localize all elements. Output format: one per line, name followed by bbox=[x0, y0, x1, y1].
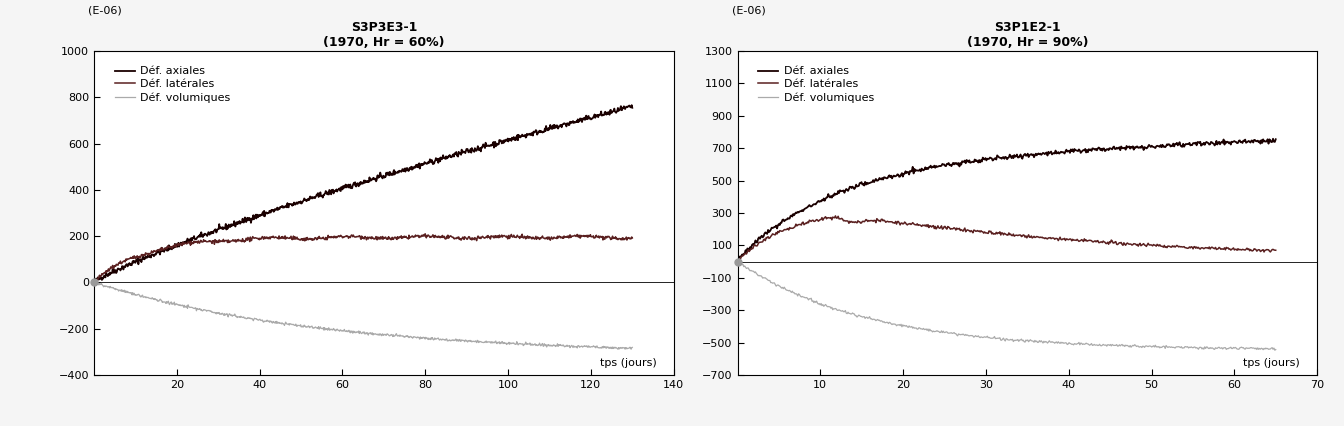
Déf. axiales bbox=[226, 219, 242, 224]
Déf. volumiques bbox=[226, 313, 242, 318]
Déf. latérales bbox=[1267, 248, 1284, 253]
Déf. latérales bbox=[492, 234, 508, 239]
Déf. latérales bbox=[145, 250, 161, 255]
Déf. latérales bbox=[974, 229, 991, 234]
Déf. volumiques bbox=[868, 318, 884, 323]
Text: (E-06): (E-06) bbox=[731, 6, 766, 16]
Déf. axiales bbox=[86, 280, 102, 285]
Déf. volumiques bbox=[1267, 348, 1284, 353]
Déf. volumiques bbox=[145, 296, 161, 301]
Déf. axiales bbox=[973, 158, 989, 163]
Déf. latérales bbox=[1047, 236, 1063, 241]
Déf. axiales bbox=[145, 252, 161, 257]
Déf. axiales bbox=[316, 193, 332, 198]
Déf. volumiques bbox=[1267, 347, 1284, 352]
Déf. axiales bbox=[1089, 148, 1105, 153]
Déf. axiales bbox=[469, 147, 485, 152]
Déf. latérales bbox=[316, 236, 332, 242]
Déf. axiales bbox=[1134, 144, 1150, 150]
Déf. volumiques bbox=[1134, 344, 1150, 349]
Déf. latérales bbox=[226, 239, 242, 244]
Line: Déf. axiales: Déf. axiales bbox=[94, 105, 632, 282]
Title: S3P1E2-1
(1970, Hr = 90%): S3P1E2-1 (1970, Hr = 90%) bbox=[966, 20, 1089, 49]
Déf. volumiques bbox=[610, 347, 626, 352]
Déf. axiales bbox=[1047, 151, 1063, 156]
Text: tps (jours): tps (jours) bbox=[1243, 358, 1300, 368]
Déf. axiales bbox=[730, 259, 746, 264]
Déf. latérales bbox=[730, 259, 746, 264]
Text: (E-06): (E-06) bbox=[89, 6, 122, 16]
Legend: Déf. axiales, Déf. latérales, Déf. volumiques: Déf. axiales, Déf. latérales, Déf. volum… bbox=[755, 63, 878, 106]
Déf. axiales bbox=[492, 138, 508, 143]
Déf. volumiques bbox=[492, 339, 508, 344]
Déf. axiales bbox=[624, 103, 640, 108]
Déf. volumiques bbox=[1089, 343, 1105, 348]
Déf. latérales bbox=[624, 236, 640, 241]
Déf. latérales bbox=[825, 215, 841, 220]
Déf. axiales bbox=[551, 125, 567, 130]
Title: S3P3E3-1
(1970, Hr = 60%): S3P3E3-1 (1970, Hr = 60%) bbox=[323, 20, 445, 49]
Text: tps (jours): tps (jours) bbox=[599, 358, 656, 368]
Déf. volumiques bbox=[624, 345, 640, 350]
Déf. volumiques bbox=[316, 328, 332, 333]
Déf. latérales bbox=[417, 231, 433, 236]
Déf. axiales bbox=[624, 105, 640, 110]
Déf. latérales bbox=[470, 234, 487, 239]
Line: Déf. latérales: Déf. latérales bbox=[738, 216, 1275, 262]
Line: Déf. volumiques: Déf. volumiques bbox=[94, 282, 632, 349]
Déf. axiales bbox=[825, 193, 841, 198]
Déf. latérales bbox=[1136, 241, 1152, 246]
Déf. volumiques bbox=[86, 280, 102, 285]
Déf. latérales bbox=[1090, 238, 1106, 243]
Déf. latérales bbox=[868, 216, 884, 221]
Déf. volumiques bbox=[469, 338, 485, 343]
Déf. axiales bbox=[1267, 137, 1284, 142]
Déf. axiales bbox=[868, 176, 884, 181]
Déf. axiales bbox=[1265, 136, 1281, 141]
Line: Déf. axiales: Déf. axiales bbox=[738, 139, 1275, 262]
Legend: Déf. axiales, Déf. latérales, Déf. volumiques: Déf. axiales, Déf. latérales, Déf. volum… bbox=[112, 63, 234, 106]
Line: Déf. volumiques: Déf. volumiques bbox=[738, 262, 1275, 350]
Déf. volumiques bbox=[825, 307, 841, 312]
Déf. volumiques bbox=[730, 259, 746, 264]
Déf. latérales bbox=[86, 280, 102, 285]
Line: Déf. latérales: Déf. latérales bbox=[94, 234, 632, 282]
Déf. volumiques bbox=[973, 334, 989, 340]
Déf. volumiques bbox=[551, 342, 567, 347]
Déf. volumiques bbox=[1047, 341, 1063, 346]
Déf. latérales bbox=[828, 213, 844, 219]
Déf. latérales bbox=[551, 233, 567, 239]
